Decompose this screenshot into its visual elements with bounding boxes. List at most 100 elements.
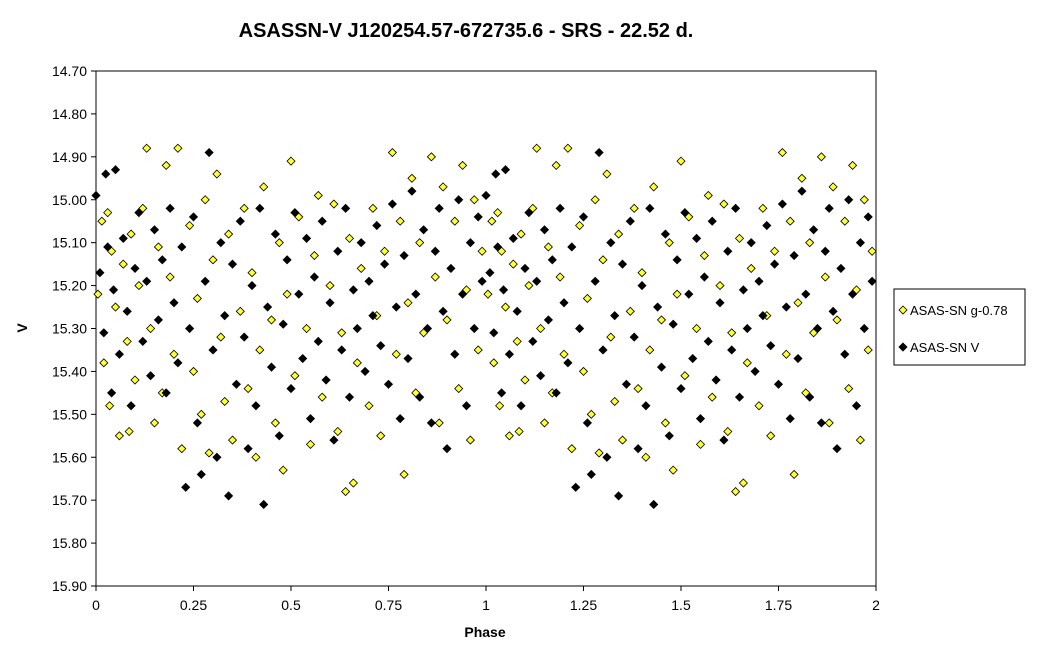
data-point: [617, 435, 628, 445]
data-point: [498, 285, 509, 295]
y-tick-label: 15.90: [52, 578, 87, 594]
data-point: [415, 392, 425, 402]
data-point: [516, 401, 526, 411]
x-tick-label: 2: [872, 597, 880, 613]
data-point: [656, 315, 667, 325]
data-point: [263, 302, 273, 312]
data-point: [676, 384, 686, 394]
data-point: [711, 375, 721, 385]
data-point: [746, 263, 756, 273]
data-point: [606, 332, 616, 342]
data-point: [528, 336, 538, 346]
data-point: [399, 250, 409, 261]
y-tick-label: 15.70: [52, 492, 87, 508]
data-point: [625, 216, 635, 226]
data-point: [840, 216, 850, 226]
data-point: [551, 388, 561, 398]
data-point: [820, 246, 830, 256]
data-point: [216, 332, 226, 342]
data-point: [477, 246, 487, 256]
data-point: [481, 190, 491, 201]
data-point: [317, 216, 327, 226]
data-point: [227, 259, 238, 269]
data-point: [278, 319, 288, 329]
data-point: [664, 238, 674, 248]
data-point: [571, 482, 581, 492]
legend: ASAS-SN g-0.78 ASAS-SN V: [893, 288, 1026, 366]
data-point: [723, 426, 733, 437]
data-point: [387, 199, 397, 209]
data-point: [777, 199, 787, 209]
data-point: [465, 238, 475, 248]
data-point: [380, 246, 390, 256]
data-point: [302, 323, 312, 334]
data-point: [177, 444, 187, 454]
data-point: [485, 268, 495, 278]
data-point: [169, 349, 179, 359]
data-point: [259, 182, 269, 192]
data-point: [305, 414, 316, 424]
data-point: [773, 379, 784, 389]
data-point: [407, 186, 417, 196]
data-point: [489, 358, 499, 368]
data-point: [836, 263, 846, 273]
data-point: [487, 216, 497, 226]
data-point: [450, 349, 460, 359]
data-point: [391, 302, 401, 312]
data-point: [313, 336, 323, 346]
data-point: [290, 208, 300, 218]
data-point: [313, 190, 323, 201]
data-point: [684, 289, 694, 299]
data-point: [816, 152, 826, 162]
data-point: [676, 156, 686, 166]
data-point: [555, 203, 565, 213]
data-point: [224, 229, 234, 239]
data-point: [461, 401, 472, 411]
data-point: [224, 491, 234, 501]
data-point: [290, 371, 300, 381]
data-point: [329, 199, 339, 209]
data-point: [715, 298, 725, 308]
data-point: [247, 268, 257, 278]
data-point: [341, 203, 351, 213]
data-point: [805, 392, 815, 402]
data-point: [493, 242, 503, 252]
data-point: [828, 182, 838, 192]
data-point: [196, 409, 206, 419]
data-point: [754, 276, 764, 286]
data-point: [649, 499, 659, 510]
data-point: [243, 444, 253, 454]
data-point: [192, 418, 202, 428]
data-point: [305, 439, 316, 449]
data-point: [578, 212, 589, 222]
data-point: [504, 349, 514, 359]
data-point: [543, 315, 553, 325]
data-point: [610, 311, 620, 321]
data-point: [114, 349, 124, 359]
data-point: [602, 452, 612, 462]
data-point: [434, 418, 444, 428]
data-point: [173, 143, 183, 153]
data-point: [341, 487, 351, 497]
data-point: [614, 229, 624, 239]
data-point: [742, 358, 752, 368]
data-point: [422, 323, 433, 334]
data-point: [867, 276, 877, 286]
data-point: [664, 431, 674, 441]
data-point: [114, 431, 124, 441]
data-point: [532, 276, 542, 286]
data-point: [259, 499, 269, 510]
data-point: [742, 323, 752, 334]
legend-box: [893, 288, 1026, 366]
data-point: [781, 349, 791, 359]
data-point: [458, 160, 468, 170]
data-point: [99, 328, 109, 338]
data-point: [489, 328, 499, 338]
data-point: [118, 259, 128, 269]
data-point: [524, 281, 534, 291]
data-point: [567, 242, 577, 252]
data-point: [598, 345, 608, 355]
data-point: [317, 392, 327, 402]
data-point: [824, 203, 834, 213]
data-point: [333, 426, 343, 437]
